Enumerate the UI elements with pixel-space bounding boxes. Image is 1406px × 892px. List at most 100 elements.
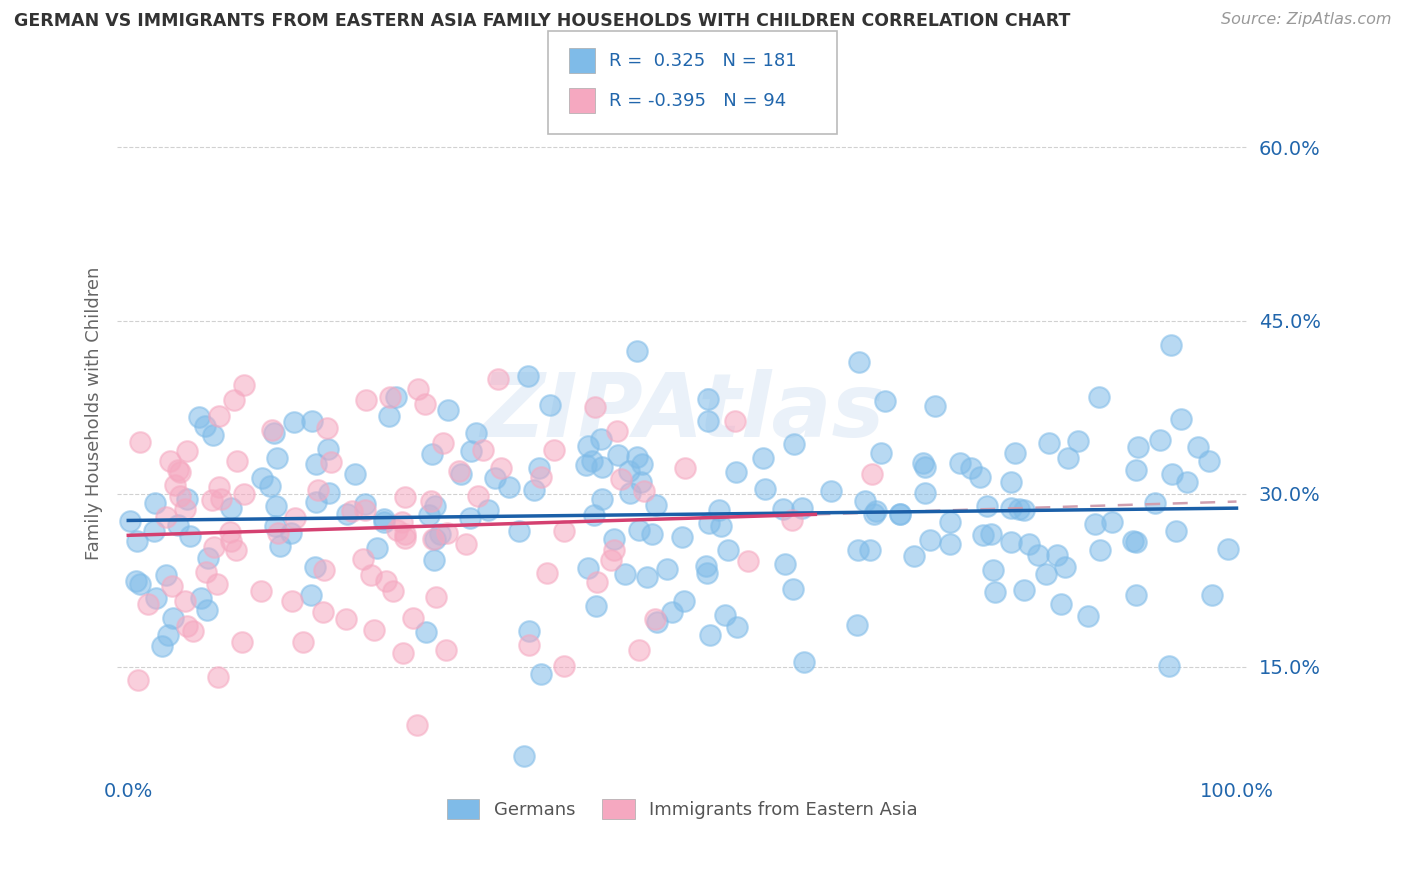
Point (1000, 475, 1022, 489)
Point (845, 618, 868, 632)
Point (581, 454, 603, 468)
Point (267, 525, 290, 540)
Point (969, 470, 991, 484)
Point (477, 502, 499, 516)
Point (281, 594, 304, 608)
Point (125, 574, 148, 588)
Point (205, 576, 228, 591)
Point (707, 503, 730, 517)
Point (354, 392, 377, 407)
Point (628, 642, 651, 657)
Point (599, 553, 621, 567)
Point (875, 394, 897, 409)
Point (305, 458, 328, 472)
Point (340, 504, 363, 518)
Point (793, 655, 815, 669)
Point (754, 482, 776, 496)
Point (150, 639, 173, 653)
Point (174, 502, 197, 516)
Point (1000, 535, 1022, 549)
Point (603, 532, 626, 546)
Point (394, 491, 416, 505)
Text: R =  0.325   N = 181: R = 0.325 N = 181 (609, 52, 796, 70)
Point (423, 499, 446, 513)
Point (316, 421, 339, 435)
Point (456, 537, 478, 551)
Point (780, 513, 803, 527)
Point (591, 491, 613, 506)
Point (425, 533, 447, 547)
Point (1012, 582, 1035, 597)
Point (1018, 537, 1040, 551)
Point (381, 584, 404, 599)
Point (673, 461, 696, 475)
Legend: Germans, Immigrants from Eastern Asia: Germans, Immigrants from Eastern Asia (440, 792, 925, 826)
Point (156, 628, 179, 642)
Point (633, 484, 655, 499)
Point (378, 409, 401, 424)
Point (353, 497, 375, 511)
Point (848, 354, 870, 368)
Point (517, 624, 540, 639)
Point (1087, 390, 1109, 404)
Text: R = -0.395   N = 94: R = -0.395 N = 94 (609, 92, 786, 110)
Point (672, 594, 695, 608)
Point (772, 502, 794, 516)
Point (870, 446, 893, 460)
Point (585, 599, 607, 613)
Point (360, 568, 382, 582)
Point (304, 560, 326, 574)
Point (181, 624, 204, 638)
Point (226, 454, 249, 468)
Point (903, 549, 925, 563)
Point (1201, 589, 1223, 603)
Point (1088, 543, 1111, 558)
Point (190, 591, 212, 605)
Point (671, 530, 693, 544)
Point (859, 543, 882, 558)
Point (280, 526, 302, 541)
Point (1101, 515, 1123, 529)
Point (714, 608, 737, 623)
Point (1067, 434, 1090, 448)
Point (717, 542, 740, 557)
Point (980, 526, 1002, 541)
Point (914, 486, 936, 500)
Point (195, 566, 218, 580)
Point (723, 413, 745, 427)
Point (1218, 541, 1240, 556)
Point (169, 490, 191, 504)
Point (530, 470, 553, 484)
Point (167, 518, 190, 533)
Point (195, 603, 218, 617)
Point (697, 414, 720, 428)
Point (630, 475, 652, 490)
Point (699, 628, 721, 642)
Point (194, 419, 217, 434)
Point (530, 667, 553, 681)
Point (305, 495, 328, 509)
Point (219, 500, 242, 515)
Point (846, 543, 869, 558)
Point (1161, 467, 1184, 481)
Point (208, 480, 231, 494)
Point (1144, 496, 1167, 510)
Point (820, 484, 842, 499)
Point (249, 584, 271, 599)
Point (960, 461, 983, 475)
Point (543, 442, 565, 457)
Point (536, 566, 558, 581)
Point (283, 415, 305, 429)
Point (233, 487, 256, 501)
Point (269, 539, 291, 553)
Point (129, 435, 152, 450)
Point (460, 443, 482, 458)
Point (862, 507, 884, 521)
Point (695, 558, 717, 573)
Point (336, 507, 359, 521)
Point (976, 499, 998, 513)
Point (312, 563, 335, 577)
Point (1035, 567, 1057, 582)
Point (207, 670, 229, 684)
Point (606, 449, 628, 463)
